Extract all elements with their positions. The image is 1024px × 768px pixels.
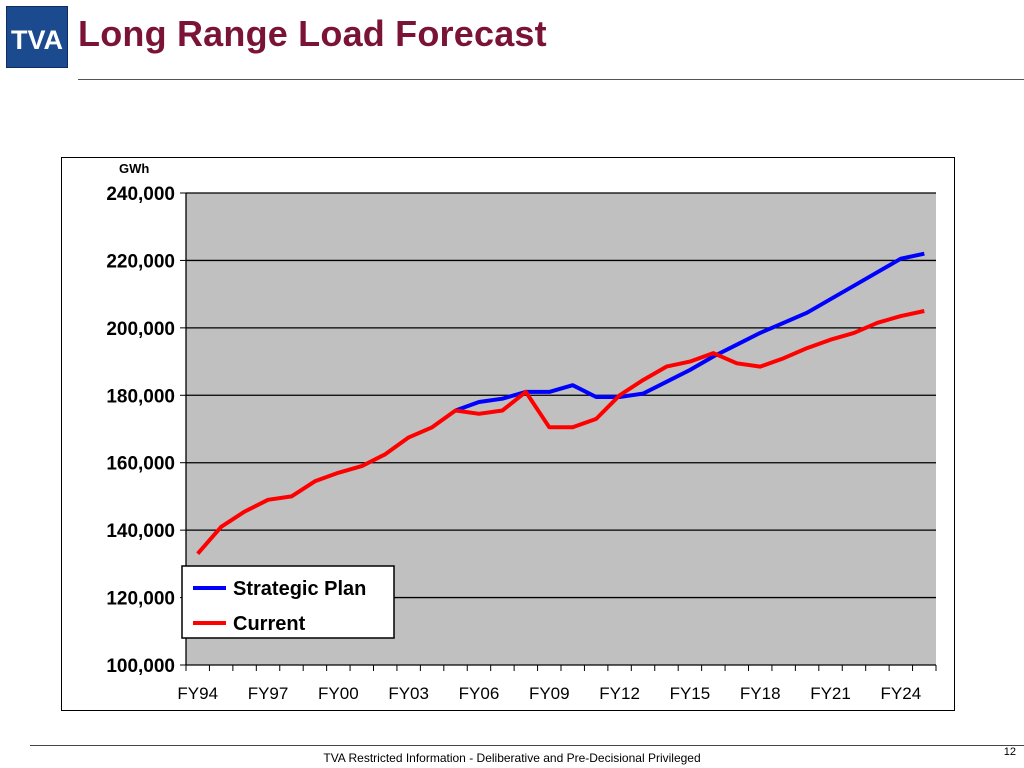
x-tick-label: FY94 [177,684,218,703]
axes: 100,000 120,000 140,000 160,000 180,000 200,0… [106,184,937,703]
legend-label-strategic-plan: Strategic Plan [233,578,366,600]
legend: Strategic Plan Current [181,565,395,639]
x-tick-label: FY18 [740,684,781,703]
legend-box [181,565,395,639]
x-tick-label: FY97 [248,684,289,703]
series-line-current [196,309,925,556]
page-number: 12 [1003,746,1016,758]
x-tick-label: FY09 [529,684,570,703]
x-tick-label: FY03 [388,684,429,703]
x-tick-label: FY00 [318,684,359,703]
x-tick-label: FY12 [599,684,640,703]
x-tick-label: FY06 [459,684,500,703]
y-unit-label: GWh [119,161,149,176]
chart-frame: 100,000 120,000 140,000 160,000 180,000 200,0… [61,157,955,711]
slide-title: Long Range Load Forecast [78,13,547,54]
footer-divider [30,745,1024,746]
logo-text: TVA [11,25,63,55]
x-tick-label: FY24 [881,684,922,703]
x-tick-label: FY15 [670,684,711,703]
title-divider [78,79,1024,80]
y-tick-label: 100,000 [106,656,175,677]
footer-confidentiality-note: TVA Restricted Information - Deliberativ… [323,751,701,765]
legend-label-current: Current [233,613,306,635]
series [196,251,925,556]
y-tick-label: 200,000 [106,319,175,340]
y-tick-label: 240,000 [106,184,175,205]
y-tick-label: 180,000 [106,386,175,407]
y-tick-label: 220,000 [106,251,175,272]
load-forecast-chart: 100,000 120,000 140,000 160,000 180,000 200,0… [106,161,937,703]
tva-logo: TVA [6,6,68,68]
series-line-strategic-plan [454,251,925,413]
y-tick-label: 140,000 [106,521,175,542]
y-tick-label: 120,000 [106,589,175,610]
x-tick-label: FY21 [810,684,851,703]
y-tick-label: 160,000 [106,454,175,475]
